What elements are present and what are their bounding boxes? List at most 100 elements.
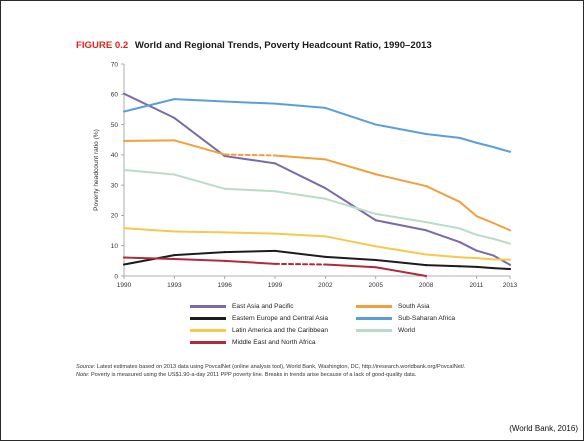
- series-segment-east-asia-and-pacific: [425, 229, 461, 244]
- legend-label: East Asia and Pacific: [232, 303, 294, 310]
- x-tick-label: 2005: [369, 282, 384, 289]
- data-point-middle-east-and-north-africa: [274, 262, 276, 265]
- x-tick-label: 2013: [503, 282, 518, 289]
- series-segment-world: [274, 190, 327, 200]
- series-segment-middle-east-and-north-africa: [274, 262, 327, 266]
- legend-item: Eastern Europe and Central Asia: [190, 313, 328, 324]
- data-point-south-asia: [492, 222, 495, 224]
- figure-label: FIGURE 0.2: [76, 40, 129, 51]
- series-segment-east-asia-and-pacific: [374, 219, 428, 232]
- legend-label: Sub-Saharan Africa: [398, 315, 456, 322]
- data-point-south-asia: [425, 185, 427, 187]
- data-point-east-asia-and-pacific: [123, 92, 125, 95]
- series-segment-south-asia: [458, 200, 478, 218]
- data-point-sub-saharan-africa: [173, 98, 176, 101]
- data-point-world: [223, 187, 226, 190]
- data-point-south-asia: [223, 153, 226, 156]
- series-segment-world: [123, 169, 176, 176]
- series-segment-latin-america-and-the-caribbean: [425, 253, 461, 259]
- data-point-east-asia-and-pacific: [274, 162, 276, 165]
- series-segment-world: [324, 197, 377, 215]
- y-tick-label: 40: [111, 152, 119, 159]
- data-point-eastern-europe-and-central-asia: [324, 256, 327, 258]
- data-point-east-asia-and-pacific: [475, 249, 478, 252]
- y-tick-label: 30: [111, 182, 119, 189]
- x-tick-label: 1993: [167, 282, 182, 289]
- data-point-south-asia: [458, 200, 461, 203]
- x-tick-label: 2008: [419, 282, 434, 289]
- series-segment-latin-america-and-the-caribbean: [123, 227, 176, 233]
- data-point-south-asia: [173, 139, 176, 142]
- series-segment-middle-east-and-north-africa: [324, 263, 377, 269]
- series-segment-sub-saharan-africa: [492, 145, 511, 153]
- series-segment-east-asia-and-pacific: [475, 249, 495, 257]
- series-segment-world: [475, 233, 495, 240]
- data-point-latin-america-and-the-caribbean: [173, 230, 176, 233]
- series-segment-latin-america-and-the-caribbean: [223, 231, 277, 235]
- data-point-middle-east-and-north-africa: [173, 258, 176, 260]
- x-tick-label: 1996: [217, 282, 232, 289]
- line-chart: 0 10 20 30 40 50 60 70 1990 1993 1996 1999 2002 2005 2…: [93, 61, 518, 289]
- data-point-eastern-europe-and-central-asia: [509, 268, 511, 270]
- data-point-middle-east-and-north-africa: [324, 263, 327, 266]
- series-segment-eastern-europe-and-central-asia: [492, 267, 511, 271]
- legend-label: Middle East and North Africa: [232, 339, 316, 346]
- legend-label: Eastern Europe and Central Asia: [232, 315, 329, 322]
- series-segment-east-asia-and-pacific: [324, 187, 377, 222]
- data-point-world: [492, 237, 495, 240]
- data-point-eastern-europe-and-central-asia: [223, 251, 226, 253]
- series-segment-eastern-europe-and-central-asia: [223, 249, 277, 254]
- series-segment-latin-america-and-the-caribbean: [374, 245, 428, 256]
- data-point-latin-america-and-the-caribbean: [425, 253, 427, 256]
- figure-title-text: World and Regional Trends, Poverty Headc…: [134, 40, 432, 51]
- data-point-latin-america-and-the-caribbean: [458, 256, 461, 259]
- data-point-world: [425, 221, 427, 223]
- data-point-east-asia-and-pacific: [223, 155, 226, 157]
- data-point-sub-saharan-africa: [274, 102, 276, 105]
- data-point-sub-saharan-africa: [492, 146, 495, 148]
- series-segment-sub-saharan-africa: [475, 141, 495, 148]
- series-segment-middle-east-and-north-africa: [173, 258, 226, 262]
- series-segment-south-asia: [374, 173, 428, 188]
- series-segment-south-asia: [173, 139, 226, 156]
- data-point-eastern-europe-and-central-asia: [374, 259, 377, 261]
- source-label: Source:: [76, 364, 96, 370]
- data-point-south-asia: [123, 140, 125, 142]
- data-point-east-asia-and-pacific: [425, 229, 427, 232]
- data-point-middle-east-and-north-africa: [425, 275, 427, 277]
- series-segment-sub-saharan-africa: [425, 132, 461, 139]
- legend-swatch: [356, 305, 392, 308]
- series-segment-sub-saharan-africa: [274, 102, 327, 109]
- data-point-middle-east-and-north-africa: [123, 256, 125, 259]
- data-point-world: [274, 190, 276, 193]
- data-point-world: [173, 173, 176, 176]
- series-segment-sub-saharan-africa: [123, 98, 176, 113]
- data-point-sub-saharan-africa: [425, 133, 427, 135]
- series-segment-east-asia-and-pacific: [458, 241, 478, 252]
- series-segment-east-asia-and-pacific: [274, 162, 327, 190]
- data-point-sub-saharan-africa: [223, 100, 226, 103]
- series-segment-eastern-europe-and-central-asia: [425, 264, 461, 268]
- series-segment-eastern-europe-and-central-asia: [374, 258, 428, 267]
- series-segment-south-asia: [324, 158, 377, 176]
- data-point-sub-saharan-africa: [324, 107, 327, 109]
- series-segment-latin-america-and-the-caribbean: [173, 230, 226, 234]
- data-point-south-asia: [374, 173, 377, 176]
- series-segment-eastern-europe-and-central-asia: [475, 265, 495, 270]
- legend-item: Sub-Saharan Africa: [356, 313, 455, 324]
- data-point-middle-east-and-north-africa: [374, 266, 377, 269]
- data-point-eastern-europe-and-central-asia: [458, 265, 461, 268]
- data-point-sub-saharan-africa: [374, 123, 377, 126]
- series-segment-world: [492, 237, 511, 245]
- data-point-world: [374, 213, 377, 215]
- series-segment-latin-america-and-the-caribbean: [274, 232, 327, 238]
- series-segment-latin-america-and-the-caribbean: [458, 256, 478, 260]
- legend-item: Middle East and North Africa: [190, 337, 316, 348]
- series-segment-eastern-europe-and-central-asia: [458, 265, 478, 268]
- data-point-east-asia-and-pacific: [324, 187, 327, 190]
- series-segment-eastern-europe-and-central-asia: [123, 254, 176, 266]
- data-point-latin-america-and-the-caribbean: [123, 227, 125, 230]
- series-segment-east-asia-and-pacific: [223, 155, 277, 165]
- series-segment-east-asia-and-pacific: [173, 116, 226, 158]
- x-tick-label: 2002: [318, 282, 333, 289]
